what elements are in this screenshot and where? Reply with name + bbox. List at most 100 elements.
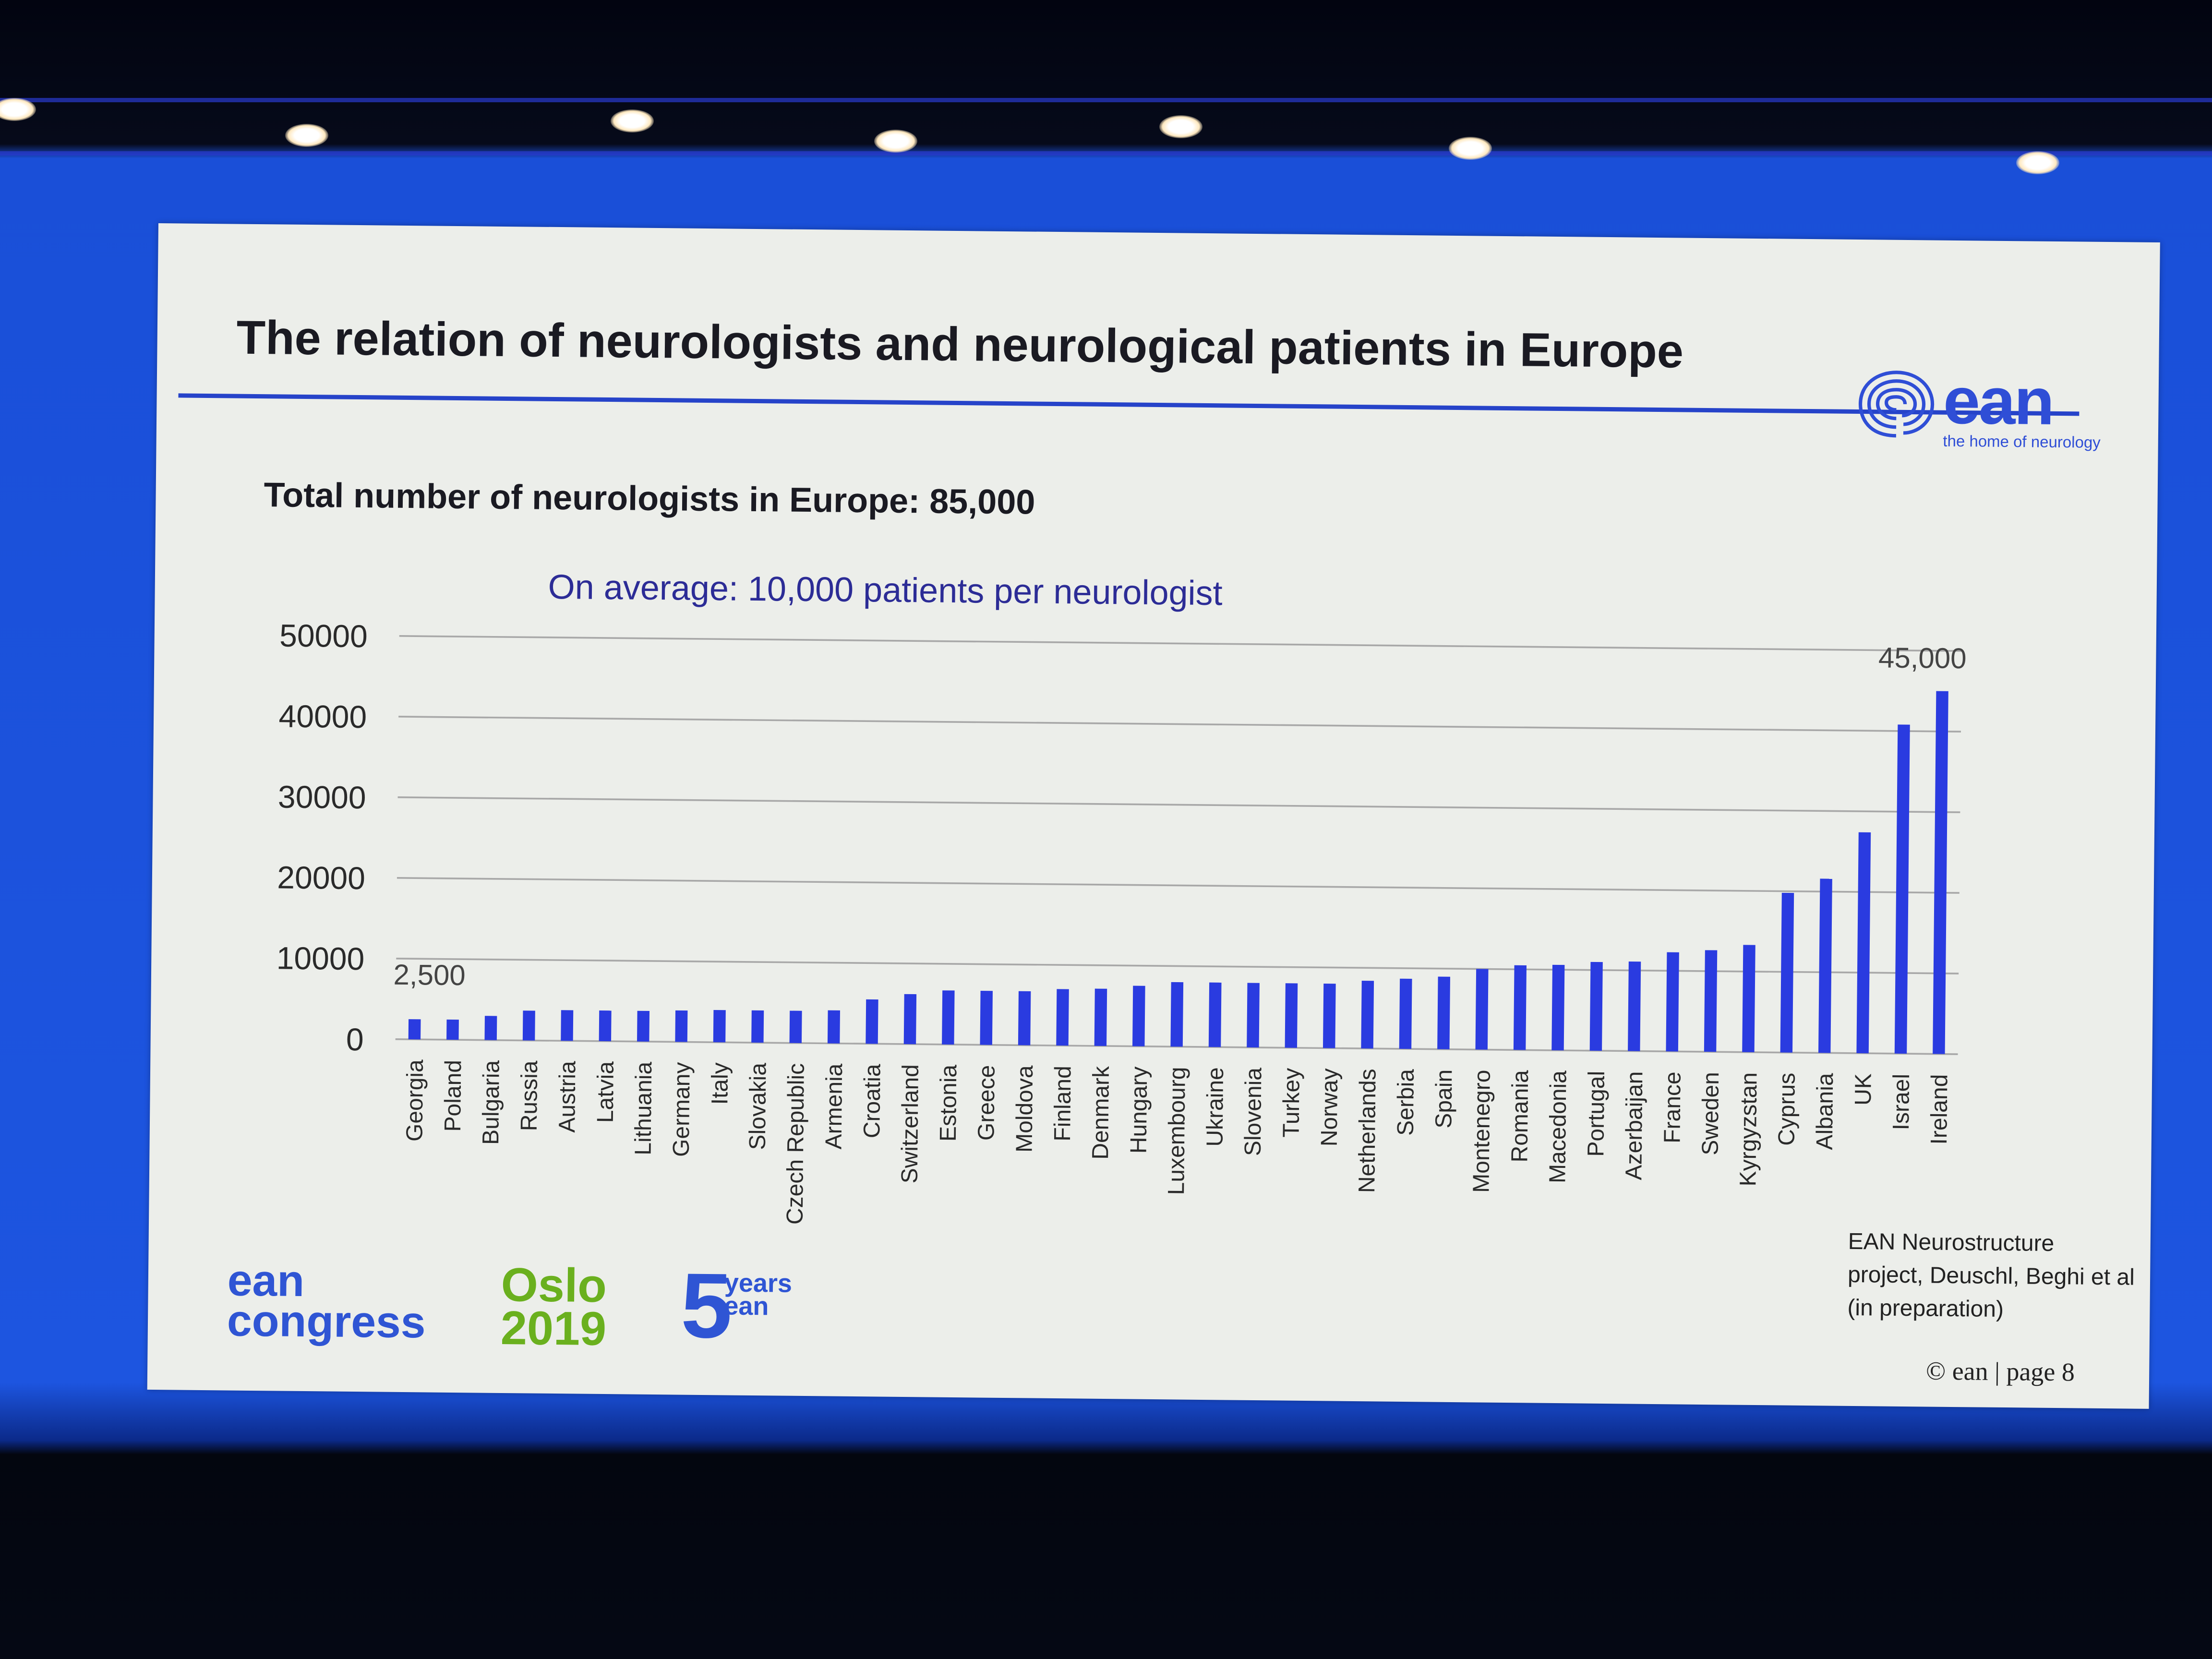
presentation-slide: The relation of neurologists and neurolo…	[147, 223, 2160, 1409]
bar-ukraine	[1208, 982, 1222, 1047]
bar-bulgaria	[484, 1016, 497, 1040]
gridline	[397, 796, 1960, 813]
bar-france	[1666, 952, 1679, 1052]
y-tick-label: 10000	[276, 940, 364, 976]
bar-estonia	[942, 990, 955, 1045]
bar-austria	[561, 1010, 574, 1041]
bar-israel	[1894, 724, 1910, 1054]
five-years-ean-logo: 5 years ean	[680, 1254, 792, 1358]
oslo-2019-logo: Oslo 2019	[500, 1258, 607, 1356]
y-tick-label: 30000	[278, 779, 366, 815]
y-tick-label: 50000	[279, 617, 368, 654]
x-tick-label: Lithuania	[630, 1061, 657, 1155]
x-tick-label: Slovenia	[1240, 1067, 1267, 1156]
congress-logo-line2: congress	[227, 1295, 426, 1348]
x-tick-label: Czech Republic	[782, 1063, 809, 1225]
x-tick-label: Cyprus	[1774, 1072, 1800, 1146]
x-tick-label: Ukraine	[1202, 1067, 1229, 1147]
gridline	[398, 716, 1961, 733]
gridline	[395, 1038, 1958, 1055]
bar-lithuania	[637, 1010, 650, 1042]
x-tick-label: Albania	[1812, 1073, 1839, 1150]
bar-ireland	[1933, 691, 1948, 1054]
x-tick-label: France	[1659, 1071, 1685, 1143]
stage-truss	[0, 151, 2212, 156]
oslo-logo-line2: 2019	[500, 1300, 607, 1356]
bar-norway	[1322, 983, 1336, 1048]
x-tick-label: Greece	[974, 1065, 1000, 1141]
bar-azerbaijan	[1628, 961, 1641, 1051]
bar-switzerland	[903, 994, 917, 1045]
gridline	[397, 877, 1960, 894]
x-tick-label: Austria	[554, 1061, 580, 1133]
source-citation: EAN Neurostructure project, Deuschl, Beg…	[1847, 1230, 2135, 1323]
x-tick-label: Spain	[1431, 1070, 1457, 1129]
x-tick-label: Norway	[1317, 1068, 1343, 1146]
x-tick-label: Ireland	[1926, 1074, 1952, 1144]
x-tick-label: Slovakia	[745, 1063, 771, 1150]
x-tick-label: Azerbaijan	[1621, 1071, 1647, 1180]
bar-italy	[713, 1010, 726, 1043]
bar-slovakia	[751, 1010, 764, 1043]
bar-germany	[675, 1010, 688, 1042]
stage-light	[2016, 151, 2059, 174]
page-footer: © ean | page 8	[1925, 1356, 2075, 1387]
x-tick-label: Switzerland	[897, 1064, 924, 1184]
x-tick-label: Estonia	[936, 1064, 962, 1142]
x-tick-label: Serbia	[1393, 1069, 1419, 1136]
ean-brain-swirl-icon	[1858, 371, 1934, 438]
bar-serbia	[1399, 978, 1412, 1049]
bar-latvia	[599, 1010, 612, 1042]
x-tick-label: Hungary	[1126, 1066, 1153, 1154]
bar-chart: 0 10000 20000 30000 40000 50000 Georgia Poland B…	[276, 617, 1966, 1225]
bar-cyprus	[1780, 892, 1794, 1053]
x-tick-label: Denmark	[1088, 1066, 1114, 1160]
stage-light	[1449, 137, 1492, 160]
bar-uk	[1856, 832, 1871, 1054]
bar-poland	[446, 1019, 459, 1040]
stage-truss	[0, 98, 2212, 102]
stage-light	[874, 130, 917, 153]
gridline	[399, 635, 1962, 652]
bar-hungary	[1132, 986, 1145, 1046]
ean-congress-logo: ean congress	[227, 1255, 426, 1348]
x-tick-label: Kyrgyzstan	[1735, 1072, 1762, 1187]
bar-luxembourg	[1170, 982, 1184, 1047]
bar-denmark	[1094, 988, 1107, 1046]
bar-russia	[522, 1010, 535, 1041]
y-tick-label: 0	[346, 1022, 364, 1057]
x-tick-label: Finland	[1050, 1066, 1076, 1142]
x-tick-label: Russia	[517, 1060, 542, 1131]
bar-spain	[1437, 976, 1450, 1049]
x-tick-label: UK	[1851, 1073, 1876, 1106]
y-tick-label: 40000	[278, 698, 367, 734]
x-tick-label: Romania	[1507, 1070, 1533, 1163]
x-tick-label: Latvia	[593, 1061, 619, 1123]
stage-light	[1159, 115, 1202, 138]
x-tick-label: Armenia	[821, 1063, 848, 1150]
bar-portugal	[1589, 962, 1603, 1051]
x-tick-label: Georgia	[402, 1059, 428, 1142]
x-tick-label: Macedonia	[1545, 1070, 1571, 1184]
stage-light	[611, 109, 654, 132]
y-tick-label: 20000	[277, 859, 365, 896]
average-annotation: On average: 10,000 patients per neurolog…	[548, 568, 1223, 614]
bar-sweden	[1704, 950, 1718, 1052]
x-tick-label: Montenegro	[1468, 1070, 1495, 1193]
x-tick-label: Bulgaria	[478, 1060, 505, 1145]
bar-finland	[1056, 989, 1069, 1046]
bar-georgia	[408, 1019, 421, 1040]
bar-turkey	[1285, 983, 1298, 1048]
bar-greece	[980, 990, 993, 1045]
x-tick-label: Italy	[707, 1062, 733, 1105]
gridline	[396, 958, 1959, 974]
bar-moldova	[1018, 991, 1031, 1046]
x-tick-label: Sweden	[1697, 1072, 1724, 1155]
stage-light	[0, 98, 36, 121]
bar-romania	[1513, 965, 1527, 1050]
bar-netherlands	[1361, 981, 1374, 1049]
bar-montenegro	[1475, 969, 1489, 1050]
x-tick-label: Moldova	[1011, 1065, 1038, 1153]
x-tick-label: Luxembourg	[1164, 1067, 1190, 1195]
